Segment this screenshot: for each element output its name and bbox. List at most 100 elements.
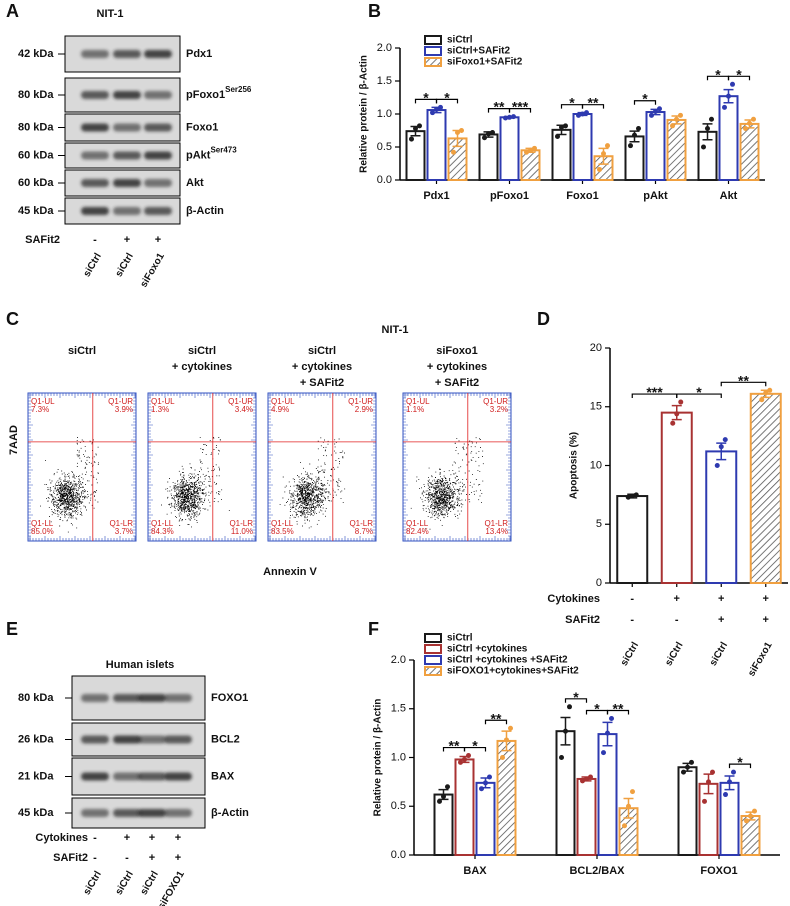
panel-label: F xyxy=(368,619,379,639)
data-point xyxy=(731,769,736,775)
quadrant-value: 7.3% xyxy=(31,405,49,414)
x-tick-label: siFoxo1 xyxy=(746,640,775,679)
data-point xyxy=(744,818,749,824)
quadrant-name: Q1-UL xyxy=(406,397,430,406)
data-point xyxy=(722,104,727,110)
blot-band xyxy=(113,151,141,160)
panel-label: D xyxy=(537,309,550,329)
condition-label: SAFit2 xyxy=(565,614,600,626)
blot-band xyxy=(144,91,172,99)
protein-name: Foxo1 xyxy=(186,121,218,133)
legend-label: siFoxo1+SAFit2 xyxy=(447,57,523,68)
condition-sign: + xyxy=(718,593,724,605)
data-point xyxy=(605,730,610,736)
bar xyxy=(576,777,597,857)
lane-label: siCtrl xyxy=(114,251,136,279)
significance-label: * xyxy=(573,689,579,705)
protein-name: Akt xyxy=(186,177,204,189)
y-tick-label: 0.5 xyxy=(391,800,406,812)
data-point xyxy=(722,437,728,443)
condition-label: + SAFit2 xyxy=(435,377,479,389)
panel-label: E xyxy=(6,619,18,639)
significance-label: * xyxy=(569,95,575,111)
data-point xyxy=(567,704,572,710)
data-point xyxy=(685,764,690,770)
treatment-label: SAFit2 xyxy=(25,234,60,246)
condition-label: siCtrl xyxy=(308,345,336,357)
y-axis-title: 7AAD xyxy=(8,425,20,455)
data-point xyxy=(609,716,614,721)
legend-label: siCtrl xyxy=(447,35,473,46)
y-tick-label: 0 xyxy=(596,577,602,589)
quadrant-value: 13.4% xyxy=(485,527,508,536)
data-point xyxy=(413,126,418,132)
blot-band xyxy=(138,735,166,744)
legend-swatch xyxy=(424,46,442,56)
x-tick-label: Foxo1 xyxy=(566,190,598,202)
condition-label: + cytokines xyxy=(292,361,352,373)
treatment-label: Cytokines xyxy=(35,832,88,844)
kda-label: 21 kDa xyxy=(18,770,54,782)
data-point xyxy=(503,115,508,121)
flow-frame xyxy=(402,392,512,542)
blot-band xyxy=(113,207,141,215)
data-point xyxy=(555,133,560,139)
data-point xyxy=(563,123,568,129)
data-point xyxy=(743,126,748,132)
treatment-sign: + xyxy=(124,832,130,844)
data-point xyxy=(430,110,435,116)
data-point xyxy=(767,387,773,393)
kda-label: 60 kDa xyxy=(18,149,54,161)
quadrant-name: Q1-UR xyxy=(228,397,253,406)
data-point xyxy=(705,126,710,132)
condition-sign: - xyxy=(675,614,679,626)
significance-label: * xyxy=(737,754,743,770)
y-tick-label: 2.0 xyxy=(377,42,392,54)
data-point xyxy=(584,110,589,116)
treatment-sign: - xyxy=(93,832,97,844)
significance-label: * xyxy=(444,89,450,105)
flow-title: NIT-1 xyxy=(382,324,409,336)
data-point xyxy=(487,774,492,780)
treatment-sign: + xyxy=(149,832,155,844)
significance-bracket xyxy=(581,104,605,109)
data-point xyxy=(490,129,495,135)
protein-name-main: pFoxo1 xyxy=(186,89,225,101)
data-point xyxy=(689,759,694,765)
data-point xyxy=(466,753,471,759)
blot-band xyxy=(81,91,109,99)
treatment-sign: + xyxy=(124,234,130,246)
quadrant-name: Q1-LL xyxy=(406,519,429,528)
condition-sign: + xyxy=(674,593,680,605)
data-point xyxy=(670,420,676,426)
treatment-sign: + xyxy=(149,852,155,864)
data-point xyxy=(601,750,606,756)
data-point xyxy=(751,116,756,122)
data-point xyxy=(441,794,446,799)
blot-band xyxy=(113,809,141,817)
data-point xyxy=(438,104,443,110)
condition-label: + cytokines xyxy=(427,361,487,373)
blot-band xyxy=(81,179,109,187)
data-point xyxy=(625,494,631,500)
treatment-label: SAFit2 xyxy=(53,852,88,864)
significance-bracket xyxy=(508,108,532,113)
data-point xyxy=(528,147,533,153)
data-point xyxy=(445,784,450,790)
significance-label: *** xyxy=(646,384,663,400)
kda-label: 80 kDa xyxy=(18,121,54,133)
lane-label: siFOXO1 xyxy=(156,869,187,906)
quadrant-value: 82.4% xyxy=(406,527,429,536)
significance-bracket xyxy=(463,746,487,752)
blot-band xyxy=(164,809,192,817)
treatment-sign: - xyxy=(93,852,97,864)
quadrant-name: Q1-LL xyxy=(271,519,294,528)
blot-band xyxy=(81,809,109,817)
quadrant-value: 3.2% xyxy=(490,405,508,414)
blot-band xyxy=(81,50,109,58)
data-point xyxy=(763,390,769,396)
bar xyxy=(520,149,541,182)
data-point xyxy=(726,93,731,99)
quadrant-value: 8.7% xyxy=(355,527,373,536)
blot-band xyxy=(144,207,172,215)
